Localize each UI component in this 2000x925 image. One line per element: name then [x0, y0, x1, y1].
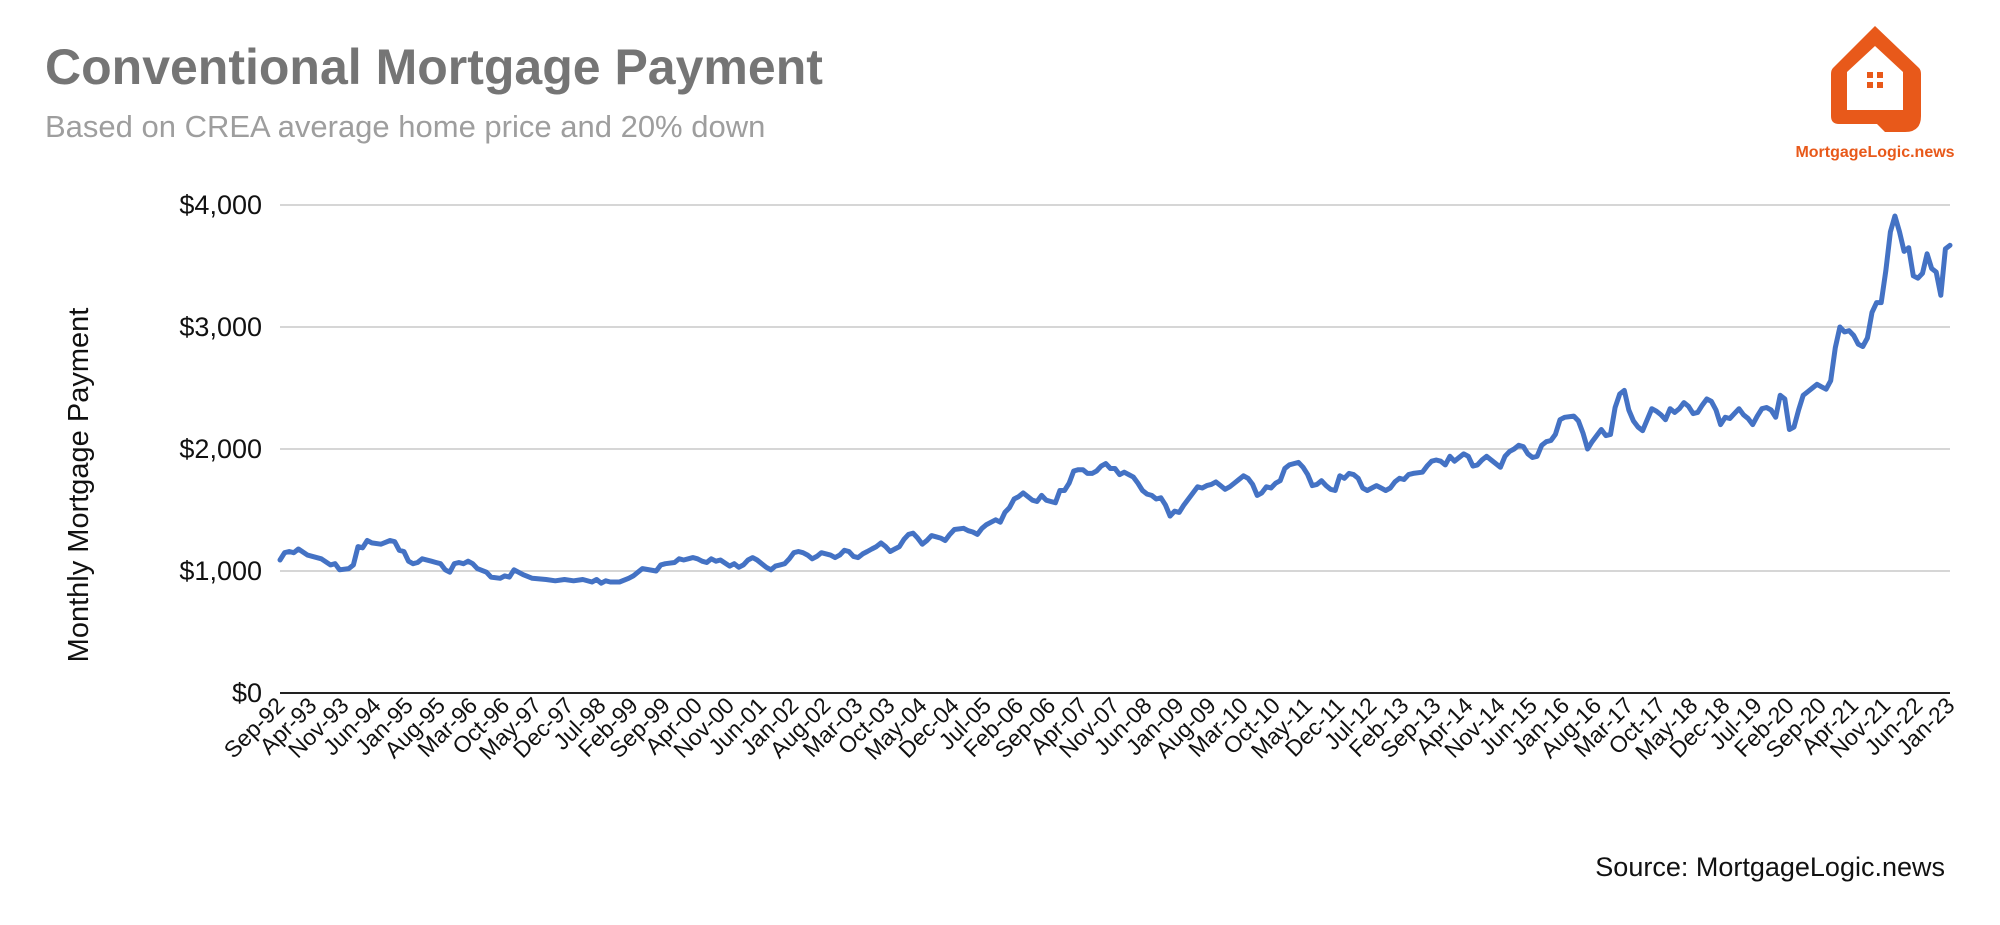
gridlines	[280, 204, 1950, 694]
series-line-group	[277, 213, 1953, 586]
mortgage-payment-series-line	[277, 213, 1953, 586]
y-tick-label: $1,000	[179, 556, 262, 586]
y-tick-label: $4,000	[179, 190, 262, 220]
y-tick-label: $0	[232, 678, 262, 708]
y-tick-label: $3,000	[179, 312, 262, 342]
house-speech-bubble-icon	[1831, 26, 1921, 132]
y-axis-label: Monthly Mortgage Payment	[63, 308, 95, 663]
brand-logo: MortgageLogic.news	[1790, 24, 1960, 169]
source-note: Source: MortgageLogic.news	[1595, 852, 1945, 882]
logo-text: MortgageLogic.news	[1795, 144, 1955, 161]
page-title: Conventional Mortgage Payment	[45, 39, 823, 95]
x-axis-ticks: Sep-92Apr-93Nov-93Jun-94Jan-95Aug-95Mar-…	[219, 692, 1960, 765]
page-subtitle: Based on CREA average home price and 20%…	[45, 109, 766, 144]
y-tick-label: $2,000	[179, 434, 262, 464]
y-axis-ticks: $0 $1,000 $2,000 $3,000 $4,000	[179, 190, 262, 708]
